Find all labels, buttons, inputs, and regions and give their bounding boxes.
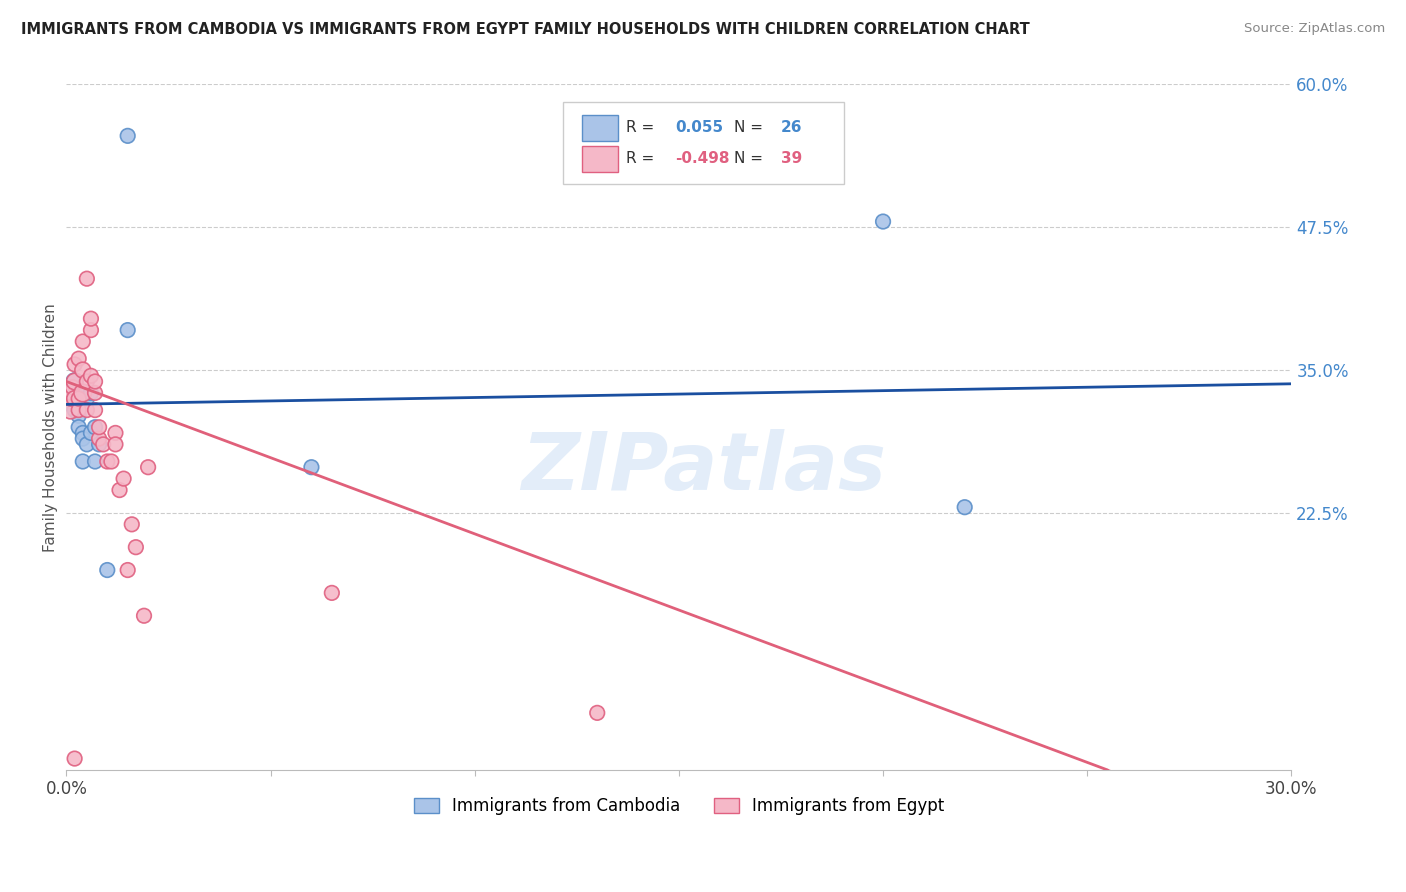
Text: -0.498: -0.498 <box>675 151 730 166</box>
Point <box>108 483 131 497</box>
Point <box>63 375 86 389</box>
Text: N =: N = <box>734 151 768 166</box>
Point <box>72 386 94 401</box>
Point <box>63 375 86 389</box>
Point <box>67 409 90 423</box>
Point <box>67 351 90 366</box>
Point <box>121 517 143 532</box>
Legend: Immigrants from Cambodia, Immigrants from Egypt: Immigrants from Cambodia, Immigrants fro… <box>405 789 952 823</box>
Point <box>87 437 110 451</box>
FancyBboxPatch shape <box>562 102 844 184</box>
Point <box>100 454 122 468</box>
Point <box>84 375 107 389</box>
Text: R =: R = <box>626 120 659 135</box>
Text: N =: N = <box>734 120 768 135</box>
Point <box>117 128 139 143</box>
Point <box>136 460 159 475</box>
Point <box>104 437 127 451</box>
Point <box>80 425 103 440</box>
Point <box>63 357 86 371</box>
Point <box>84 386 107 401</box>
Point <box>72 334 94 349</box>
Point <box>80 311 103 326</box>
Point <box>59 386 82 401</box>
Point <box>59 397 82 411</box>
Point <box>76 392 98 406</box>
Point <box>953 500 976 515</box>
Point <box>80 368 103 383</box>
Point <box>112 472 135 486</box>
Point <box>104 425 127 440</box>
Point <box>63 751 86 765</box>
Point <box>67 392 90 406</box>
Point <box>84 454 107 468</box>
Point <box>125 540 148 554</box>
Point <box>72 432 94 446</box>
Point <box>80 323 103 337</box>
Point <box>76 375 98 389</box>
Point <box>59 380 82 394</box>
Point <box>132 608 155 623</box>
Point <box>117 563 139 577</box>
FancyBboxPatch shape <box>582 115 617 141</box>
FancyBboxPatch shape <box>582 146 617 171</box>
Point <box>63 392 86 406</box>
Point <box>72 363 94 377</box>
Point <box>76 437 98 451</box>
Point <box>76 403 98 417</box>
Point <box>72 425 94 440</box>
Text: 26: 26 <box>780 120 801 135</box>
Point <box>62 380 84 394</box>
Point <box>72 386 94 401</box>
Point <box>91 437 114 451</box>
Point <box>301 460 323 475</box>
Text: IMMIGRANTS FROM CAMBODIA VS IMMIGRANTS FROM EGYPT FAMILY HOUSEHOLDS WITH CHILDRE: IMMIGRANTS FROM CAMBODIA VS IMMIGRANTS F… <box>21 22 1029 37</box>
Point <box>80 386 103 401</box>
Point <box>586 706 609 720</box>
Y-axis label: Family Households with Children: Family Households with Children <box>44 303 58 551</box>
Point <box>76 271 98 285</box>
Point <box>62 392 84 406</box>
Point <box>67 420 90 434</box>
Point <box>96 454 118 468</box>
Point <box>63 386 86 401</box>
Point <box>84 403 107 417</box>
Point <box>84 420 107 434</box>
Point <box>872 214 894 228</box>
Point <box>321 586 343 600</box>
Point <box>59 392 82 406</box>
Point <box>87 420 110 434</box>
Point <box>67 392 90 406</box>
Text: ZIPatlas: ZIPatlas <box>520 429 886 508</box>
Text: 0.055: 0.055 <box>675 120 723 135</box>
Point <box>59 403 82 417</box>
Text: 39: 39 <box>780 151 801 166</box>
Point <box>117 323 139 337</box>
Point <box>87 432 110 446</box>
Point <box>67 403 90 417</box>
Point <box>59 386 82 401</box>
Point <box>96 563 118 577</box>
Point <box>63 403 86 417</box>
Text: R =: R = <box>626 151 659 166</box>
Point <box>72 454 94 468</box>
Text: Source: ZipAtlas.com: Source: ZipAtlas.com <box>1244 22 1385 36</box>
